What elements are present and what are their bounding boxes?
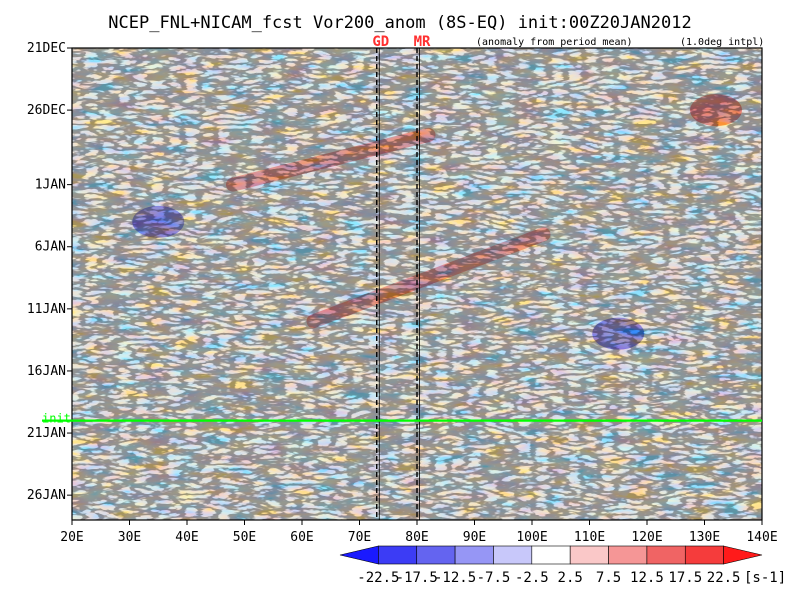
y-tick-label: 6JAN <box>35 240 66 255</box>
subtitle-anomaly: (anomaly from period mean) <box>476 37 633 48</box>
colorbar-segment <box>608 545 648 565</box>
x-tick-label: 130E <box>689 530 720 545</box>
colorbar-segment <box>531 545 571 565</box>
marker-label-gd: GD <box>372 34 389 50</box>
init-line-group: init <box>42 412 762 426</box>
chart-title: NCEP_FNL+NICAM_fcst Vor200_anom (8S-EQ) … <box>108 13 691 33</box>
x-tick-label: 40E <box>175 530 198 545</box>
colorbar-segment <box>646 545 686 565</box>
colorbar-segment-low-end <box>339 545 379 565</box>
x-axis: 20E 30E 40E 50E 60E 70E 80E 90E 100E 110E 120E 130E… <box>60 520 778 545</box>
x-tick-label: 20E <box>60 530 83 545</box>
y-tick-label: 21JAN <box>27 426 66 441</box>
colorbar-segment <box>684 545 724 565</box>
colorbar-segment-high-end <box>723 545 763 565</box>
colorbar: -22.5-17.5-12.5 -7.5 -2.5 2.5 7.5 12.5 17.5 22.… <box>339 545 763 586</box>
y-tick-label: 11JAN <box>27 302 66 317</box>
colorbar-label: -17.5 <box>396 570 438 586</box>
x-tick-label: 140E <box>746 530 777 545</box>
colorbar-unit: [s-1] <box>744 570 786 586</box>
marker-label-mr: MR <box>414 34 431 50</box>
colorbar-label: 17.5 <box>668 570 702 586</box>
x-tick-label: 110E <box>574 530 605 545</box>
colorbar-label: -12.5 <box>434 570 476 586</box>
x-tick-label: 60E <box>290 530 313 545</box>
colorbar-label: 12.5 <box>630 570 664 586</box>
y-tick-label: 26JAN <box>27 488 66 503</box>
colorbar-label: 2.5 <box>558 570 583 586</box>
colorbar-label: -7.5 <box>477 570 511 586</box>
x-tick-label: 50E <box>233 530 256 545</box>
y-axis: 21DEC 26DEC 1JAN 6JAN 11JAN 16JAN 21JAN 26JAN <box>27 41 72 503</box>
x-tick-label: 120E <box>631 530 662 545</box>
colorbar-segment <box>416 545 456 565</box>
colorbar-label: -2.5 <box>515 570 549 586</box>
colorbar-segment <box>493 545 533 565</box>
x-tick-label: 100E <box>516 530 547 545</box>
colorbar-segment <box>454 545 494 565</box>
heatmap-field <box>72 48 762 520</box>
x-tick-label: 80E <box>405 530 428 545</box>
colorbar-label: 7.5 <box>596 570 621 586</box>
colorbar-label: -22.5 <box>357 570 399 586</box>
subtitle-interp: (1.0deg intpl) <box>680 37 764 48</box>
x-tick-label: 70E <box>348 530 371 545</box>
y-tick-label: 26DEC <box>27 103 66 118</box>
x-tick-label: 30E <box>118 530 141 545</box>
colorbar-label: 22.5 <box>707 570 741 586</box>
y-tick-label: 1JAN <box>35 178 66 193</box>
colorbar-segment <box>378 545 418 565</box>
y-tick-label: 16JAN <box>27 364 66 379</box>
y-tick-label: 21DEC <box>27 41 66 56</box>
x-tick-label: 90E <box>463 530 486 545</box>
colorbar-segment <box>569 545 609 565</box>
init-label: init <box>42 412 71 426</box>
